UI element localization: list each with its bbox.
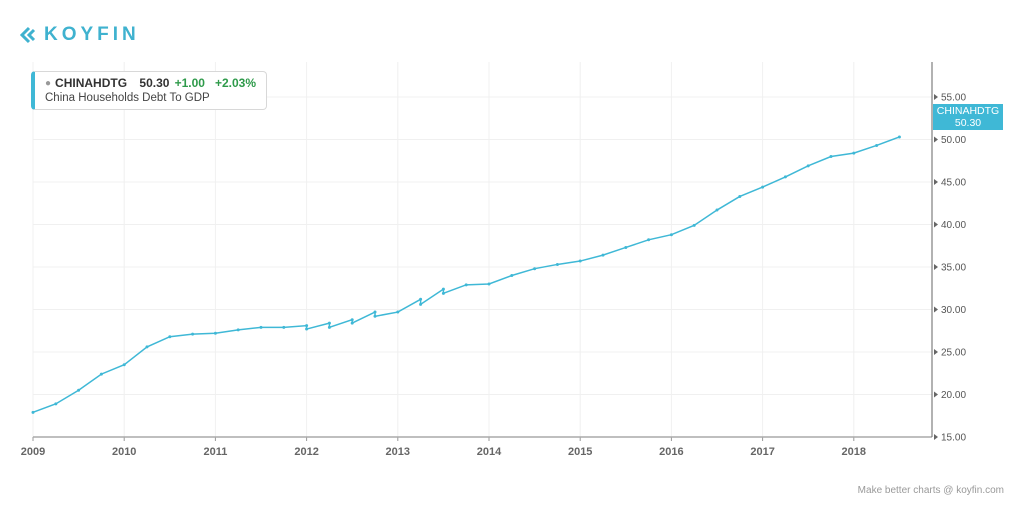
data-point [464,283,468,287]
data-point [692,223,696,227]
data-point [259,325,263,329]
data-point [601,253,605,257]
y-tick-label: 15.00 [941,433,966,444]
price-tag-value: 50.30 [954,117,982,129]
data-point [419,297,423,301]
data-point [419,302,423,306]
y-tick-marker [934,306,938,313]
y-tick-marker [934,434,938,440]
legend-change-pct: +2.03% [214,76,256,90]
data-point [441,291,445,295]
data-point [327,325,331,329]
data-point [761,185,765,189]
y-tick-label: 50.00 [941,135,966,146]
y-tick-label: 30.00 [941,305,966,316]
koyfin-logo: KOYFIN [20,24,140,46]
data-point [213,331,217,335]
data-point [875,143,879,147]
data-point [350,318,354,322]
data-point [738,194,742,198]
data-point [282,325,286,329]
price-tag: CHINAHDTG 50.30 [933,104,1003,130]
data-point [487,282,491,286]
data-point [77,388,81,392]
data-point [168,335,172,339]
data-point [555,262,559,266]
data-point [624,245,628,249]
data-point [647,238,651,242]
y-tick-marker [934,349,938,355]
legend-price: 50.30 [139,76,170,90]
data-point [350,321,354,325]
y-tick-marker [934,136,938,143]
y-tick-label: 20.00 [941,390,966,401]
brand-name: KOYFIN [44,24,140,45]
y-tick-label: 25.00 [941,348,966,359]
data-point [191,332,195,336]
legend-description: China Households Debt To GDP [45,92,210,104]
y-tick-marker [934,391,938,398]
data-point [715,208,719,212]
data-point [783,175,787,179]
x-tick-label: 2012 [294,446,318,458]
footer-credit: Make better charts @ koyfin.com [857,485,1004,496]
series-dot-icon: ● [45,77,52,89]
y-tick-marker [934,94,938,100]
data-point [806,164,810,168]
koyfin-logo-icon [20,26,36,44]
y-tick-label: 55.00 [941,93,966,104]
data-point [373,314,377,318]
data-point [305,327,309,331]
x-tick-label: 2010 [112,446,136,458]
data-point [829,155,833,158]
data-point [31,410,35,414]
y-tick-marker [934,221,938,228]
x-tick-label: 2011 [203,446,227,458]
legend-box[interactable]: ● CHINAHDTG 50.30 +1.00 +2.03% China Hou… [31,71,267,110]
data-point [578,259,582,263]
data-point [533,267,537,271]
x-tick-label: 2014 [477,446,502,458]
data-point [122,363,126,367]
data-point [327,321,331,325]
x-tick-label: 2013 [386,446,410,458]
x-tick-label: 2016 [659,446,683,458]
data-point [510,274,514,277]
data-point [441,287,445,291]
data-point [373,310,377,314]
data-point [145,345,149,349]
legend-change: +1.00 [174,76,205,90]
y-tick-marker [934,264,938,270]
legend-symbol: CHINAHDTG [55,76,128,90]
x-tick-label: 2018 [842,446,866,458]
data-point [99,372,103,376]
data-point [669,233,673,237]
x-tick-label: 2015 [568,446,592,458]
y-tick-label: 40.00 [941,220,966,231]
y-tick-marker [934,179,938,185]
data-point [236,328,240,332]
x-tick-label: 2017 [750,446,774,458]
data-point [396,310,400,314]
y-tick-label: 35.00 [941,263,966,274]
data-point [852,151,856,155]
x-tick-label: 2009 [21,446,45,458]
data-point [305,324,309,328]
y-tick-label: 45.00 [941,178,966,189]
data-point [897,135,901,139]
data-point [54,402,58,406]
series-line [32,136,900,414]
price-tag-symbol: CHINAHDTG [936,105,1000,117]
